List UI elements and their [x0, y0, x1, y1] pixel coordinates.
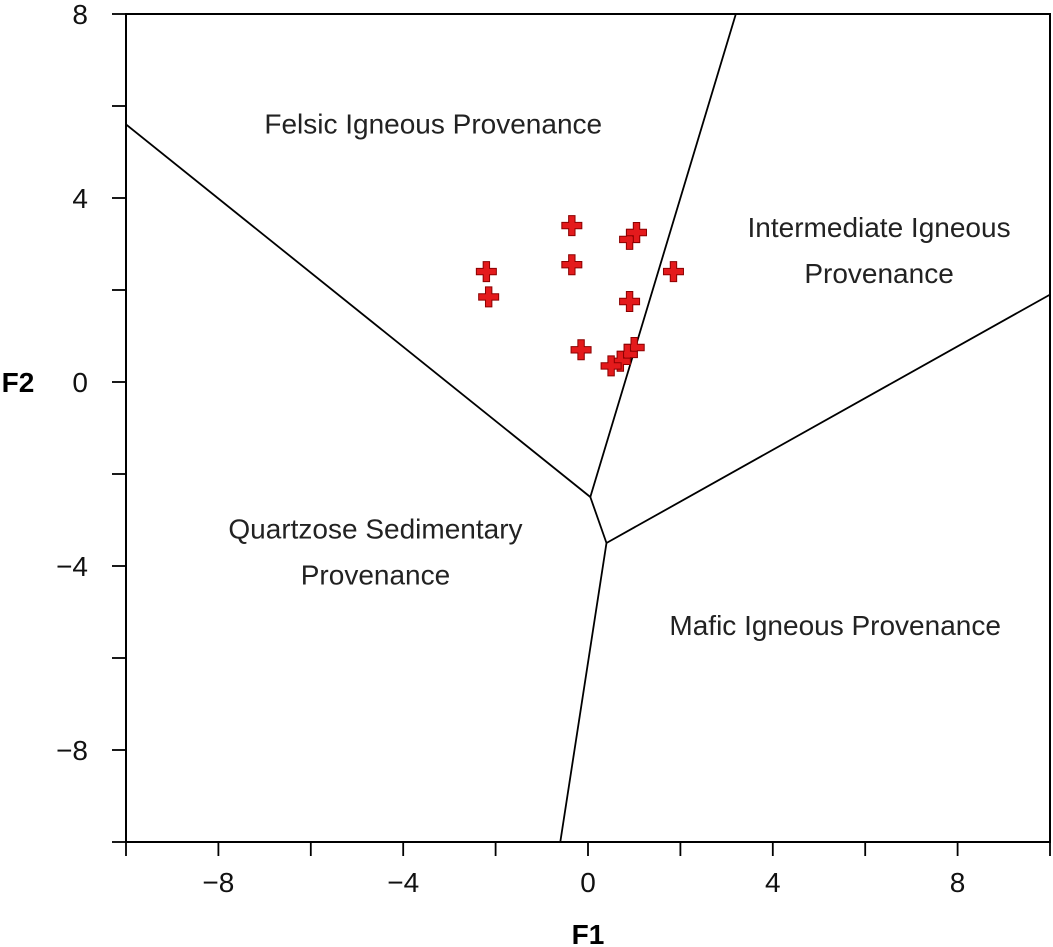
y-axis-title: F2	[2, 367, 35, 398]
x-tick-label: −8	[202, 867, 234, 898]
y-tick-label: 0	[72, 367, 88, 398]
region-label-4: Mafic Igneous Provenance	[669, 610, 1001, 641]
boundary-lines	[125, 13, 1051, 843]
boundary-line-5	[559, 542, 608, 843]
y-tick-label: −8	[56, 735, 88, 766]
y-tick-label: 4	[72, 183, 88, 214]
data-point	[600, 355, 622, 377]
y-tick-label: 8	[72, 0, 88, 30]
boundary-line-3	[589, 496, 608, 544]
region-label-1: Felsic Igneous Provenance	[264, 109, 602, 140]
data-points	[475, 215, 684, 377]
data-point	[662, 261, 684, 283]
data-point	[570, 339, 592, 361]
x-tick-label: 4	[765, 867, 781, 898]
data-point	[475, 261, 497, 283]
x-axis-title: F1	[572, 919, 605, 947]
data-point	[561, 215, 583, 237]
data-point	[626, 222, 648, 243]
x-tick-label: 8	[950, 867, 966, 898]
boundary-line-2	[589, 13, 737, 498]
region-label-3: Quartzose Sedimentary Provenance	[228, 513, 522, 590]
region-labels: Felsic Igneous Provenance Intermediate Ig…	[228, 109, 1010, 641]
x-tick-label: 0	[580, 867, 596, 898]
region-label-2: Intermediate Igneous Provenance	[748, 212, 1011, 289]
boundary-line-1	[125, 123, 591, 498]
data-point	[478, 286, 500, 308]
axis-ticks: −8 −4 0 4 8 −8 −4 0 4 8	[56, 0, 1051, 898]
x-tick-label: −4	[387, 867, 419, 898]
y-tick-label: −4	[56, 551, 88, 582]
data-point	[619, 291, 641, 312]
data-point	[561, 254, 583, 276]
boundary-line-4	[606, 293, 1051, 544]
